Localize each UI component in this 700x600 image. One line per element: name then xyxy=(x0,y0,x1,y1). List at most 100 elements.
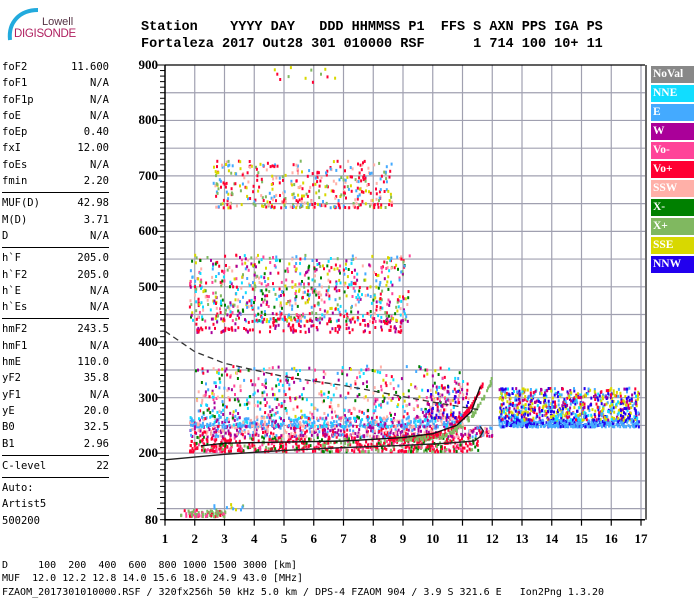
echo-point xyxy=(339,304,342,308)
echo-point xyxy=(366,183,369,187)
echo-point xyxy=(426,389,429,393)
echo-point xyxy=(569,418,572,421)
echo-point xyxy=(194,447,197,451)
echo-point xyxy=(605,389,608,393)
echo-point xyxy=(576,401,579,405)
param-value: 0.40 xyxy=(83,126,109,139)
echo-point xyxy=(503,388,506,392)
header-labels: Station YYYY DAY DDD HHMMSS P1 FFS S AXN… xyxy=(141,20,603,35)
param-row: h`F2 205.0 xyxy=(2,267,109,283)
echo-point xyxy=(470,442,473,446)
echo-point xyxy=(246,398,249,402)
echo-point xyxy=(227,197,230,201)
echo-point xyxy=(560,414,563,418)
echo-point xyxy=(338,416,341,420)
echo-point xyxy=(350,258,353,262)
echo-point xyxy=(387,275,390,279)
echo-point xyxy=(279,194,281,197)
echo-point xyxy=(243,327,246,330)
echo-point xyxy=(458,415,460,419)
echo-point xyxy=(241,430,244,434)
echo-point xyxy=(197,425,200,429)
echo-point xyxy=(404,440,406,444)
echo-point xyxy=(561,387,564,391)
echo-point xyxy=(250,418,253,422)
echo-point xyxy=(325,416,328,420)
echo-point xyxy=(278,389,281,393)
echo-point xyxy=(257,377,260,381)
echo-point xyxy=(333,433,336,437)
echo-point xyxy=(478,429,481,433)
echo-point xyxy=(595,418,598,422)
echo-point xyxy=(240,286,243,290)
echo-point xyxy=(197,330,200,334)
echo-point xyxy=(302,312,305,316)
echo-point xyxy=(607,410,610,413)
echo-point xyxy=(514,396,517,400)
echo-point xyxy=(216,159,219,163)
echo-point xyxy=(273,195,276,199)
echo-point xyxy=(498,420,501,424)
echo-point xyxy=(532,416,535,420)
echo-point xyxy=(533,411,536,414)
echo-point xyxy=(375,192,378,196)
echo-point xyxy=(295,319,297,323)
echo-point xyxy=(391,421,394,424)
echo-point xyxy=(534,389,537,393)
echo-point xyxy=(309,444,312,448)
echo-point xyxy=(349,320,352,324)
echo-point xyxy=(637,420,640,424)
echo-point xyxy=(504,412,507,416)
echo-point xyxy=(226,203,229,207)
echo-point xyxy=(507,387,509,391)
echo-point xyxy=(265,168,268,172)
echo-point xyxy=(208,511,211,515)
echo-point xyxy=(575,398,578,402)
echo-point xyxy=(423,418,426,422)
echo-point xyxy=(553,387,556,391)
echo-point xyxy=(395,327,397,331)
echo-point xyxy=(230,449,232,453)
echo-point xyxy=(582,418,585,421)
echo-point xyxy=(383,277,386,281)
echo-point xyxy=(448,367,451,371)
echo-point xyxy=(347,187,350,191)
echo-point xyxy=(331,422,334,426)
echo-point xyxy=(236,397,239,401)
echo-point xyxy=(532,419,535,423)
echo-point xyxy=(533,422,536,426)
echo-point xyxy=(253,296,256,299)
echo-point xyxy=(325,171,327,175)
echo-point xyxy=(622,401,625,405)
echo-point xyxy=(380,328,383,332)
param-divider xyxy=(2,477,109,479)
echo-point xyxy=(402,443,405,446)
echo-point xyxy=(194,431,197,435)
echo-point xyxy=(323,315,326,319)
echo-point xyxy=(358,371,361,375)
echo-point xyxy=(284,284,287,288)
echo-point xyxy=(307,444,310,448)
echo-point xyxy=(349,383,352,387)
echo-point xyxy=(588,409,591,413)
echo-point xyxy=(540,424,543,428)
echo-point xyxy=(379,420,382,424)
echo-point xyxy=(388,269,391,273)
echo-point xyxy=(363,435,366,439)
echo-point xyxy=(215,302,217,305)
echo-point xyxy=(604,417,607,421)
echo-point xyxy=(549,408,552,412)
echo-point xyxy=(219,446,222,450)
echo-point xyxy=(260,310,263,314)
echo-point xyxy=(385,283,388,287)
echo-point xyxy=(211,447,214,451)
echo-point xyxy=(502,425,505,429)
echo-point xyxy=(280,434,283,438)
echo-point xyxy=(364,294,367,298)
echo-point xyxy=(203,288,206,292)
echo-point xyxy=(220,185,222,189)
echo-point xyxy=(314,407,317,411)
echo-point xyxy=(314,269,317,273)
echo-point xyxy=(339,419,342,423)
echo-point xyxy=(365,440,368,444)
